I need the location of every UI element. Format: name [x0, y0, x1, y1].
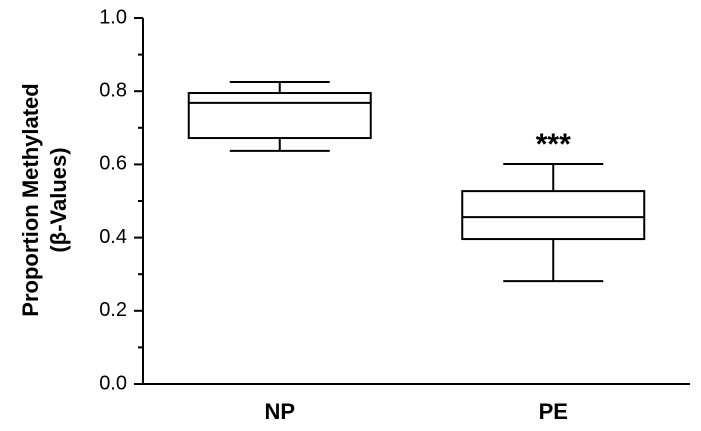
y-tick-label: 0.6 — [99, 153, 127, 175]
y-tick-label: 0.4 — [99, 226, 127, 248]
box — [461, 190, 646, 241]
x-tick-label: NP — [264, 399, 295, 424]
x-tick-label: PE — [539, 399, 568, 424]
box — [187, 92, 372, 140]
significance-annotation: *** — [536, 128, 571, 161]
y-tick-label: 0.0 — [99, 372, 127, 394]
y-tick-label: 0.2 — [99, 299, 127, 321]
y-tick-label: 1.0 — [99, 6, 127, 28]
y-axis-title: (β-Values) — [46, 147, 71, 252]
y-tick-label: 0.8 — [99, 79, 127, 101]
y-axis-title: Proportion Methylated — [18, 83, 43, 316]
